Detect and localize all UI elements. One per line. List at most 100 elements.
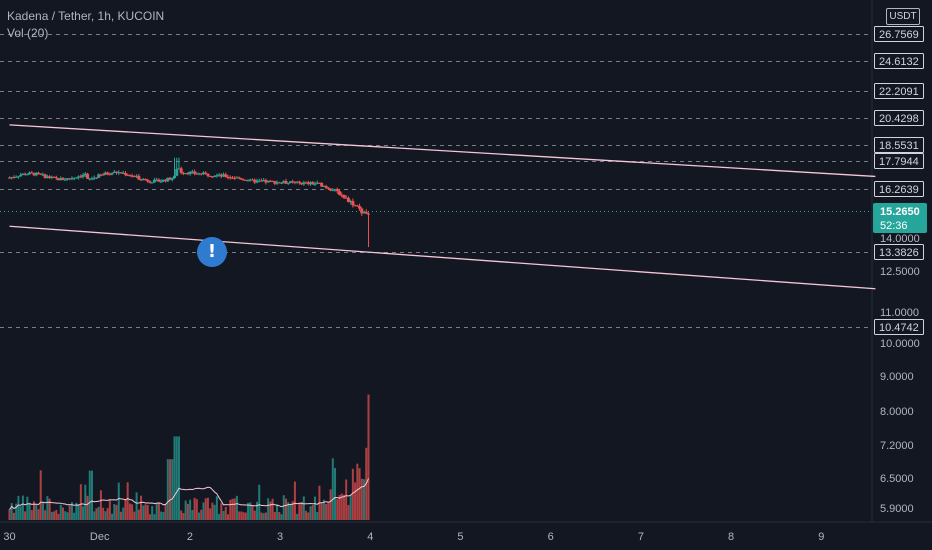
volume-bar — [220, 503, 223, 520]
volume-bar — [151, 506, 154, 520]
volume-bar — [135, 492, 138, 520]
volume-bar — [111, 513, 114, 520]
candle-body — [101, 174, 105, 176]
candle-body — [103, 172, 107, 175]
candle-body — [70, 178, 74, 180]
candle-body — [90, 178, 94, 180]
candle-body — [16, 176, 20, 178]
time-tick-label: 6 — [548, 531, 554, 543]
volume-bar — [70, 502, 73, 520]
candle-body — [349, 200, 353, 203]
volume-bar — [37, 509, 40, 520]
volume-bar — [62, 507, 65, 520]
candle-body — [237, 177, 241, 179]
candle-body — [135, 175, 139, 177]
volume-bar — [173, 436, 176, 520]
volume-bar — [191, 509, 194, 520]
volume-bar — [57, 513, 60, 520]
volume-bar — [291, 501, 294, 520]
candle-body — [197, 173, 201, 175]
volume-bar — [264, 512, 267, 520]
price-axis[interactable]: 14.0000 12.5000 11.0000 10.0000 9.0000 8.0000… — [880, 233, 920, 515]
volume-bar — [39, 470, 42, 520]
volume-bar — [41, 502, 44, 520]
volume-bar — [50, 511, 53, 520]
volume-bar — [363, 479, 366, 520]
volume-bar — [305, 510, 308, 520]
volume-bar — [28, 502, 31, 520]
candle-body — [255, 180, 259, 183]
candlesticks — [7, 157, 370, 248]
candle-body — [23, 173, 27, 175]
volume-bar — [119, 511, 122, 520]
candle-body — [282, 180, 286, 183]
candle-body — [43, 174, 47, 178]
candle-body — [28, 172, 32, 175]
candle-body — [59, 178, 63, 181]
candle-body — [306, 182, 310, 185]
volume-indicator-label[interactable]: Vol (20) — [7, 26, 49, 40]
candle-body — [291, 181, 295, 183]
volume-bar — [218, 514, 221, 520]
symbol-title[interactable]: Kadena / Tether, 1h, KUCOIN — [7, 9, 165, 23]
volume-bar — [211, 502, 214, 520]
volume-bar — [354, 482, 357, 520]
volume-bar — [213, 504, 216, 520]
trend-channel[interactable] — [9, 124, 876, 290]
candle-body — [88, 178, 92, 180]
volume-bar — [360, 478, 363, 520]
candle-body — [164, 179, 168, 182]
volume-bar — [287, 502, 290, 520]
candle-body — [248, 179, 252, 181]
candle-body — [50, 176, 54, 179]
volume-bar — [64, 511, 67, 520]
channel-lower-line[interactable] — [9, 225, 876, 290]
currency-badge[interactable]: USDT — [886, 8, 920, 25]
volume-bar — [140, 495, 143, 520]
time-axis[interactable]: 30 Dec 2 3 4 5 6 7 8 9 — [3, 531, 824, 543]
volume-bar — [340, 493, 343, 520]
volume-bar — [235, 495, 238, 520]
volume-bar — [298, 503, 301, 520]
svg-text:10.4742: 10.4742 — [879, 322, 919, 334]
volume-bar — [102, 507, 105, 520]
volume-bar — [153, 514, 156, 520]
price-tick-label: 8.0000 — [880, 406, 914, 418]
volume-bar — [325, 503, 328, 520]
candle-body — [340, 194, 344, 196]
volume-bar — [46, 496, 49, 520]
volume-bar — [113, 504, 116, 520]
candle-body — [7, 177, 11, 179]
channel-upper-line[interactable] — [9, 124, 876, 178]
volume-bar — [200, 509, 203, 520]
candle-body — [99, 174, 103, 176]
candle-body — [152, 179, 156, 183]
volume-bar — [66, 512, 69, 520]
candle-body — [117, 172, 121, 174]
volume-bar — [24, 511, 27, 520]
volume-ma-line — [9, 478, 369, 510]
volume-bar — [21, 495, 24, 520]
candle-body — [295, 181, 299, 183]
price-tick-label: 9.0000 — [880, 371, 914, 383]
candle-body — [170, 178, 174, 180]
volume-bar — [231, 498, 234, 520]
volume-bar — [117, 482, 120, 520]
volume-bar — [53, 511, 56, 520]
time-tick-label: 30 — [3, 531, 15, 543]
candle-body — [184, 173, 188, 175]
candle-body — [132, 176, 136, 178]
time-tick-label: Dec — [90, 531, 110, 543]
volume-bar — [204, 498, 207, 520]
volume-bar — [202, 502, 205, 520]
alert-icon[interactable]: ! — [197, 237, 227, 267]
level-price-label: 17.7944 — [873, 153, 925, 169]
candle-body — [244, 179, 248, 181]
candle-body — [110, 172, 114, 175]
volume-bar — [227, 514, 230, 520]
candle-body — [148, 181, 152, 183]
candle-body — [141, 179, 145, 181]
volume-bar — [162, 511, 165, 520]
